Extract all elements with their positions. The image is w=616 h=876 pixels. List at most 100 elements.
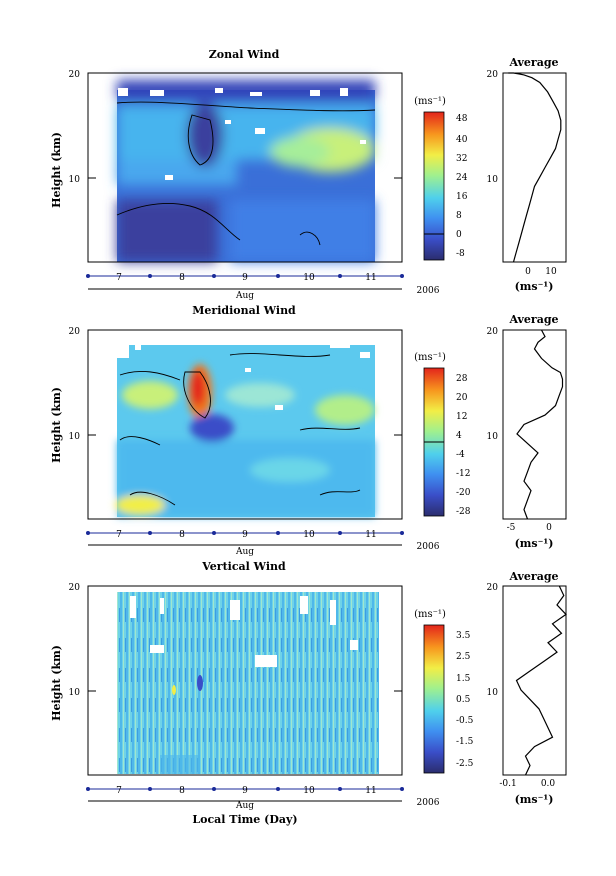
y-tick-label: 20 bbox=[69, 327, 81, 337]
x-tick-label: 9 bbox=[242, 273, 248, 283]
x-axis-year: 2006 bbox=[417, 542, 440, 552]
average-profile-line bbox=[516, 329, 564, 520]
x-axis-month: Aug bbox=[235, 547, 254, 557]
x-tick-label: 11 bbox=[365, 530, 376, 540]
colorbar-tick: -12 bbox=[456, 469, 471, 479]
x-tick-label: 10 bbox=[303, 786, 315, 796]
x-axis-month: Aug bbox=[235, 801, 254, 811]
x-tick-label: 8 bbox=[179, 786, 185, 796]
colorbar-tick: 0 bbox=[456, 230, 462, 240]
x-axis-label: Local Time (Day) bbox=[192, 813, 297, 826]
colorbar-unit: (ms⁻¹) bbox=[414, 96, 446, 107]
colorbar-tick: -0.5 bbox=[456, 716, 474, 726]
x-tick-label: 8 bbox=[179, 530, 185, 540]
panel-title: Average bbox=[508, 56, 558, 69]
colorbar-tick: 0.5 bbox=[456, 695, 471, 705]
x-axis-unit: (ms⁻¹) bbox=[515, 537, 554, 550]
colorbar: (ms⁻¹) 48 40 32 24 16 8 0 -8 bbox=[414, 96, 468, 261]
time-axis: 7 8 9 10 11 Aug 2006 Local Time (Day) bbox=[86, 786, 440, 826]
y-tick-label: 20 bbox=[69, 583, 81, 593]
y-tick-label: 20 bbox=[487, 70, 499, 80]
colorbar-tick: -8 bbox=[456, 249, 465, 259]
average-profile-line bbox=[508, 72, 562, 263]
colorbar-tick: 2.5 bbox=[456, 652, 471, 662]
x-tick-label: 10 bbox=[545, 267, 557, 277]
average-profile-line bbox=[515, 585, 567, 776]
x-tick-label: 7 bbox=[116, 530, 122, 540]
heatmap-field bbox=[117, 586, 379, 774]
x-tick-label: 0.0 bbox=[541, 779, 556, 789]
y-tick-label: 10 bbox=[487, 175, 499, 185]
y-tick-label: 10 bbox=[69, 175, 81, 185]
panel-average-meridional: Average 20 10 -5 0 (ms⁻¹) bbox=[487, 313, 567, 550]
y-axis-label: Height (km) bbox=[50, 132, 63, 208]
colorbar-unit: (ms⁻¹) bbox=[414, 609, 446, 620]
colorbar-tick: 32 bbox=[456, 154, 467, 164]
panel-title: Average bbox=[508, 313, 558, 326]
x-tick-label: 11 bbox=[365, 786, 376, 796]
y-tick-label: 10 bbox=[487, 432, 499, 442]
colorbar-tick: 8 bbox=[456, 211, 462, 221]
x-tick-label: 9 bbox=[242, 786, 248, 796]
x-tick-label: 11 bbox=[365, 273, 376, 283]
x-tick-label: 7 bbox=[116, 786, 122, 796]
heatmap-field bbox=[115, 338, 375, 517]
x-tick-label: 7 bbox=[116, 273, 122, 283]
time-axis: 7 8 9 10 11 Aug 2006 bbox=[86, 530, 440, 557]
plot-frame bbox=[87, 329, 403, 520]
plot-frame bbox=[87, 72, 403, 263]
y-tick-label: 20 bbox=[69, 70, 81, 80]
x-tick-label: 10 bbox=[303, 530, 315, 540]
colorbar: (ms⁻¹) 3.5 2.5 1.5 0.5 -0.5 -1.5 -2.5 bbox=[414, 609, 474, 774]
x-axis-year: 2006 bbox=[417, 798, 440, 808]
y-tick-label: 10 bbox=[69, 432, 81, 442]
panel-average-zonal: Average 20 10 0 10 (ms⁻¹) bbox=[487, 56, 567, 293]
colorbar-tick: -20 bbox=[456, 488, 471, 498]
x-tick-label: 0 bbox=[546, 523, 552, 533]
colorbar-tick: 12 bbox=[456, 412, 467, 422]
colorbar: (ms⁻¹) 28 20 12 4 -4 -12 -20 -28 bbox=[414, 352, 471, 517]
panel-average-vertical: Average 20 10 -0.1 0.0 (ms⁻¹) bbox=[487, 570, 567, 806]
panel-title: Meridional Wind bbox=[192, 304, 296, 317]
plot-frame bbox=[87, 585, 403, 776]
heatmap-field bbox=[116, 80, 376, 262]
colorbar-tick: 16 bbox=[456, 192, 468, 202]
colorbar-tick: 3.5 bbox=[456, 631, 471, 641]
y-tick-label: 10 bbox=[487, 688, 499, 698]
colorbar-tick: 48 bbox=[456, 114, 468, 124]
y-tick-label: 10 bbox=[69, 688, 81, 698]
panel-meridional-wind: Meridional Wind 20 10 H bbox=[50, 304, 471, 557]
colorbar-unit: (ms⁻¹) bbox=[414, 352, 446, 363]
panel-zonal-wind: Zonal Wind bbox=[50, 48, 468, 301]
colorbar-tick: 1.5 bbox=[456, 674, 471, 684]
x-tick-label: 9 bbox=[242, 530, 248, 540]
x-axis-year: 2006 bbox=[417, 286, 440, 296]
time-axis: 7 8 9 10 11 Aug 2006 bbox=[86, 273, 440, 301]
x-tick-label: 0 bbox=[525, 267, 531, 277]
x-tick-label: -5 bbox=[507, 523, 516, 533]
panel-title: Average bbox=[508, 570, 558, 583]
colorbar-tick: -1.5 bbox=[456, 737, 474, 747]
y-axis-label: Height (km) bbox=[50, 387, 63, 463]
plot-frame bbox=[502, 585, 567, 776]
plot-frame bbox=[502, 72, 567, 263]
x-tick-label: 8 bbox=[179, 273, 185, 283]
x-axis-month: Aug bbox=[235, 291, 254, 301]
colorbar-tick: -4 bbox=[456, 450, 465, 460]
y-tick-label: 20 bbox=[487, 583, 499, 593]
colorbar-tick: -2.5 bbox=[456, 759, 474, 769]
x-axis-unit: (ms⁻¹) bbox=[515, 793, 554, 806]
colorbar-tick: 20 bbox=[456, 393, 468, 403]
y-tick-label: 20 bbox=[487, 327, 499, 337]
panel-vertical-wind: Vertical Wind 20 10 Height (km) 7 bbox=[50, 560, 474, 826]
x-axis-unit: (ms⁻¹) bbox=[515, 280, 554, 293]
panel-title: Vertical Wind bbox=[201, 560, 286, 573]
colorbar-tick: -28 bbox=[456, 507, 471, 517]
x-tick-label: -0.1 bbox=[499, 779, 516, 789]
colorbar-tick: 28 bbox=[456, 374, 468, 384]
x-tick-label: 10 bbox=[303, 273, 315, 283]
y-axis-label: Height (km) bbox=[50, 645, 63, 721]
colorbar-tick: 40 bbox=[456, 135, 468, 145]
plot-frame bbox=[502, 329, 567, 520]
